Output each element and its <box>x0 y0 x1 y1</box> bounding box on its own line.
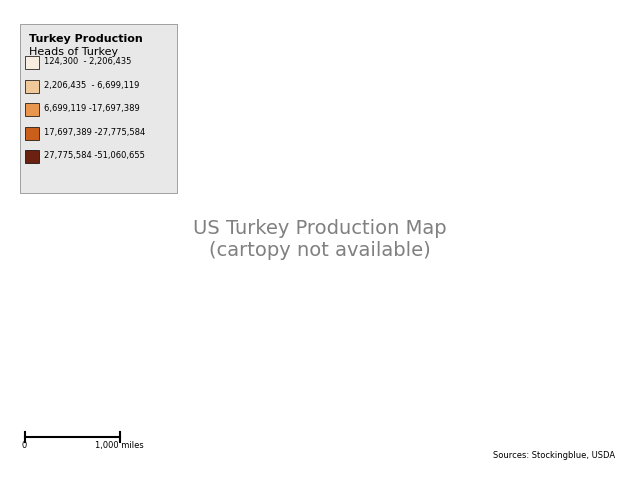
Bar <box>24 103 39 116</box>
Text: 0: 0 <box>22 441 27 450</box>
Text: Turkey Production: Turkey Production <box>29 34 143 44</box>
Text: 17,697,389 -27,775,584: 17,697,389 -27,775,584 <box>44 128 145 137</box>
Bar <box>24 56 39 70</box>
Text: Sources: Stockingblue, USDA: Sources: Stockingblue, USDA <box>493 451 616 460</box>
Text: 1,000 miles: 1,000 miles <box>95 441 144 450</box>
Text: 124,300  - 2,206,435: 124,300 - 2,206,435 <box>44 58 131 66</box>
Bar <box>24 80 39 93</box>
Bar <box>24 127 39 140</box>
Text: 6,699,119 -17,697,389: 6,699,119 -17,697,389 <box>44 104 140 113</box>
Text: 27,775,584 -51,060,655: 27,775,584 -51,060,655 <box>44 151 145 160</box>
Text: US Turkey Production Map
(cartopy not available): US Turkey Production Map (cartopy not av… <box>193 219 447 261</box>
Text: Heads of Turkey: Heads of Turkey <box>29 47 118 57</box>
Bar <box>20 24 177 193</box>
Text: 2,206,435  - 6,699,119: 2,206,435 - 6,699,119 <box>44 81 139 90</box>
Bar <box>24 150 39 163</box>
